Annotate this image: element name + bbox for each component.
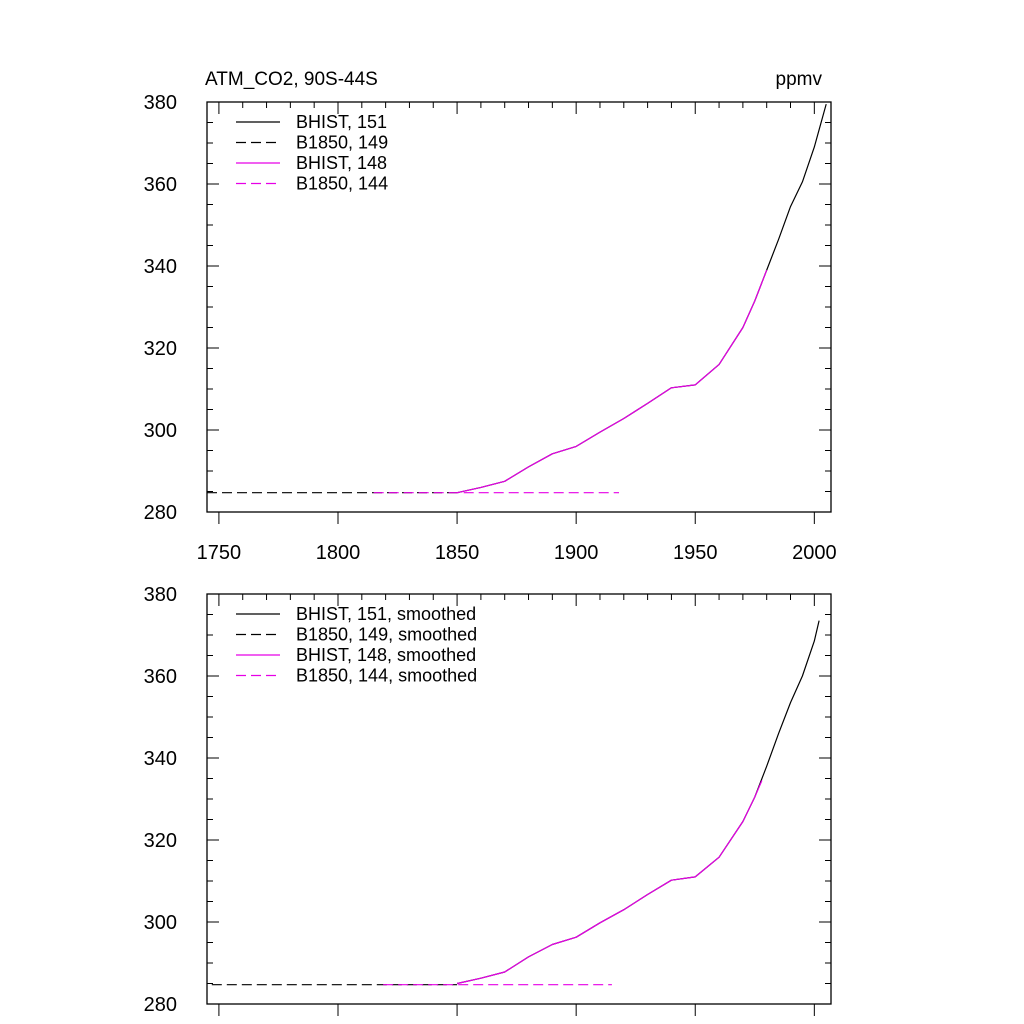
x-tick-label: 1750 (197, 542, 242, 564)
x-tick-label: 1800 (316, 542, 361, 564)
y-tick-label: 280 (144, 502, 177, 524)
legend-label: BHIST, 148, smoothed (296, 645, 476, 665)
y-tick-label: 380 (144, 584, 177, 606)
units-label: ppmv (776, 69, 823, 90)
x-tick-label: 1850 (435, 542, 480, 564)
y-tick-label: 340 (144, 748, 177, 770)
series-line-3 (456, 780, 763, 985)
legend-label: B1850, 149, smoothed (296, 625, 477, 645)
legend-label: BHIST, 148 (296, 153, 387, 173)
y-tick-label: 380 (144, 92, 177, 114)
y-tick-label: 320 (144, 338, 177, 360)
y-tick-label: 360 (144, 666, 177, 688)
legend-label: BHIST, 151 (296, 112, 387, 132)
series-line-1 (456, 103, 827, 494)
legend-label: B1850, 144, smoothed (296, 666, 477, 686)
y-tick-label: 360 (144, 174, 177, 196)
series-line-3 (456, 269, 768, 494)
y-tick-label: 340 (144, 256, 177, 278)
legend-label: B1850, 149 (296, 133, 388, 153)
legend-label: B1850, 144 (296, 174, 388, 194)
x-tick-label: 1900 (554, 542, 599, 564)
x-tick-label: 1950 (673, 542, 718, 564)
y-tick-label: 300 (144, 420, 177, 442)
y-tick-label: 280 (144, 994, 177, 1016)
x-tick-label: 2000 (792, 542, 837, 564)
chart-title: ATM_CO2, 90S-44S (205, 69, 378, 90)
chart-panel-top: 280 300 320 340 360 380 1750 1800 1850 1900 1950 20… (144, 69, 837, 564)
y-tick-label: 300 (144, 912, 177, 934)
series-line-1 (456, 620, 820, 985)
y-tick-label: 320 (144, 830, 177, 852)
legend-label: BHIST, 151, smoothed (296, 604, 476, 624)
